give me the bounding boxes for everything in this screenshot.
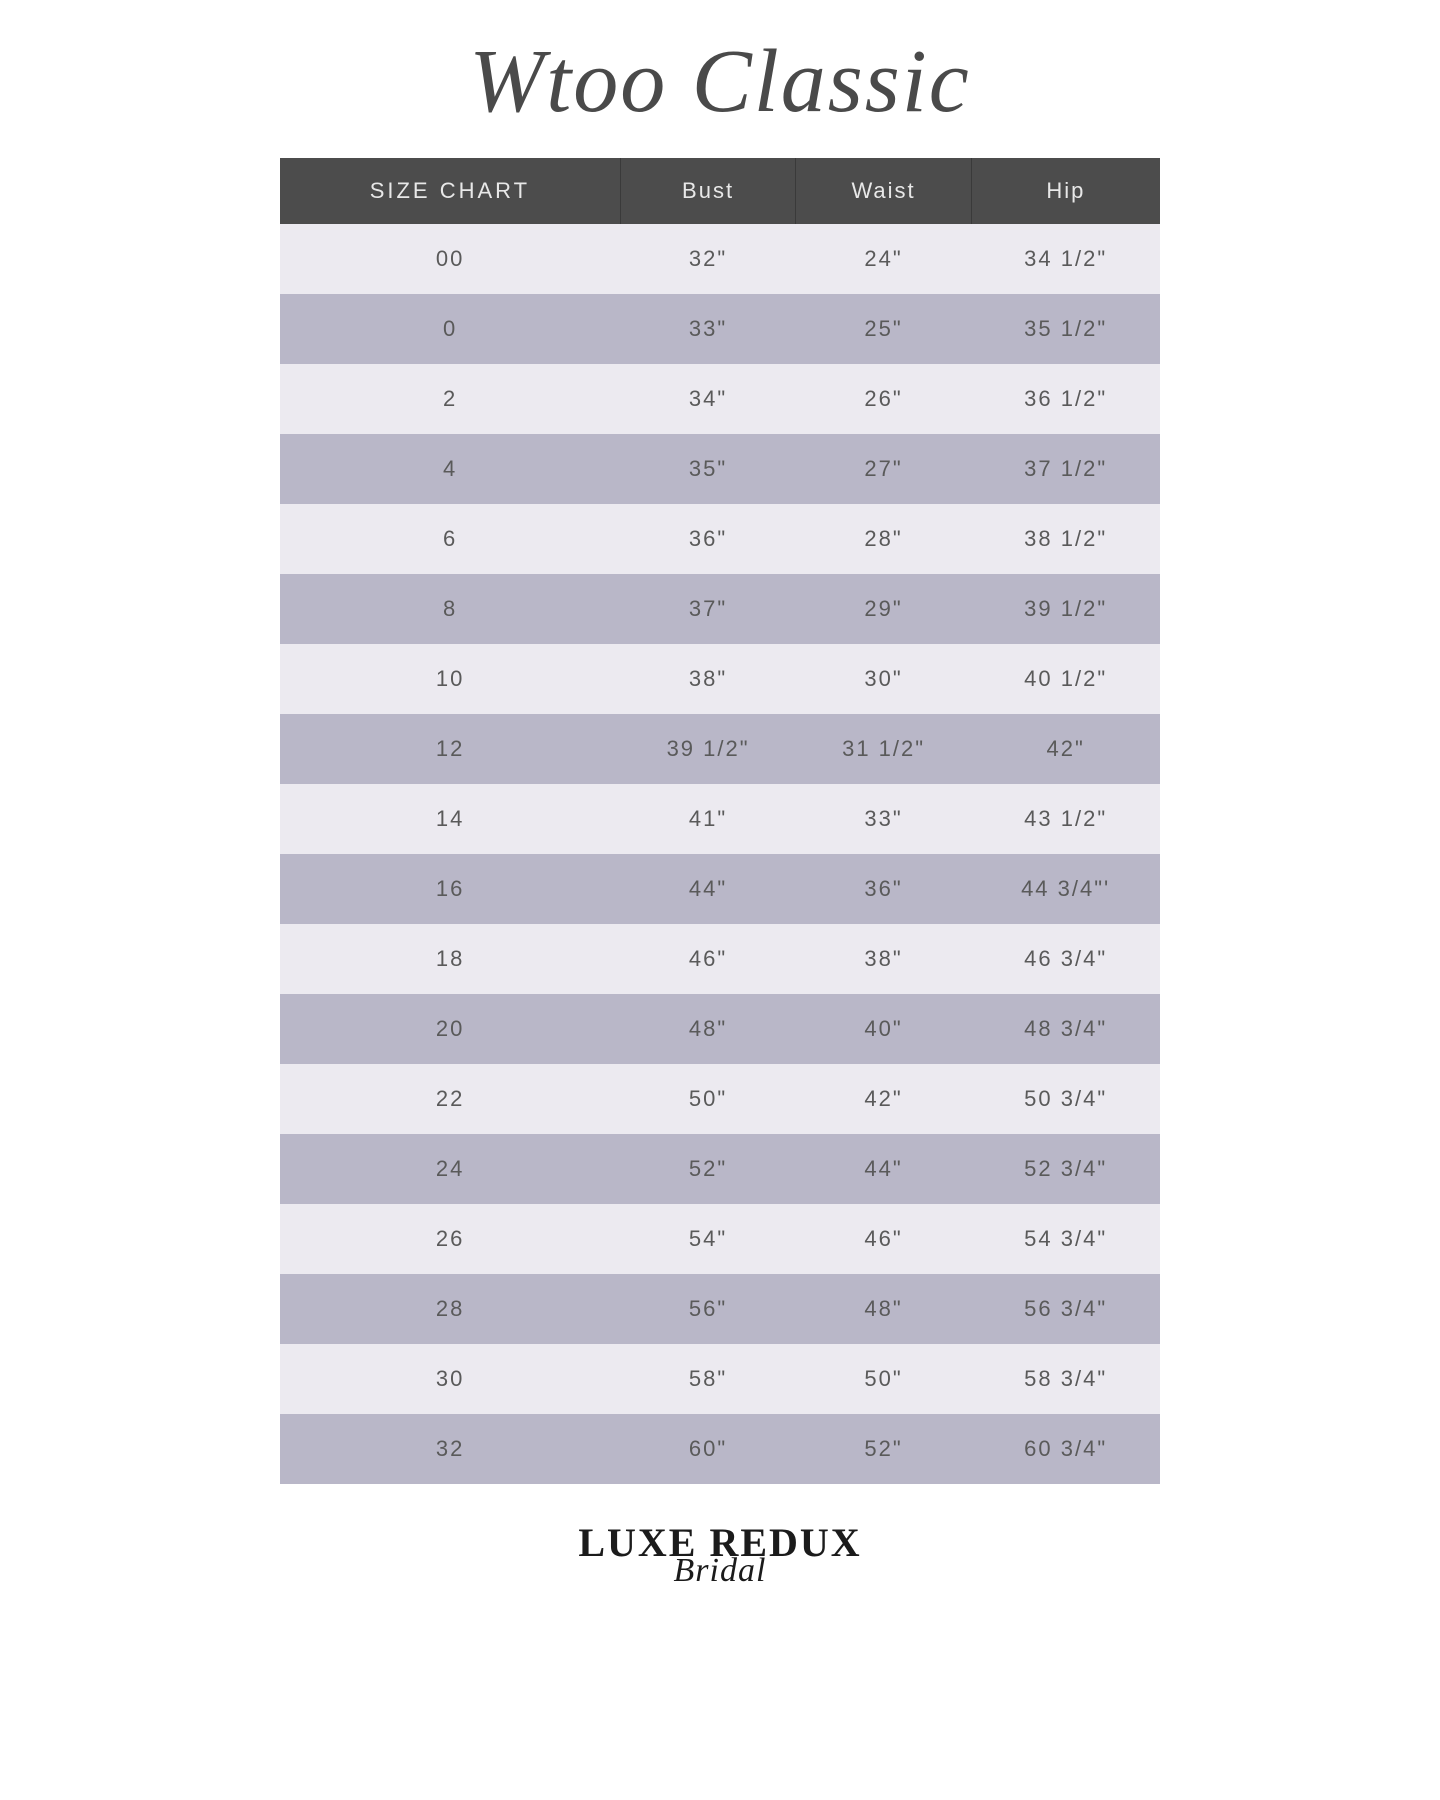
table-cell: 34": [620, 364, 796, 434]
col-waist: Waist: [796, 158, 972, 224]
table-cell: 50": [796, 1344, 972, 1414]
table-cell: 24": [796, 224, 972, 294]
table-cell: 46": [796, 1204, 972, 1274]
table-row: 435"27"37 1/2": [280, 434, 1160, 504]
table-row: 2048"40"48 3/4": [280, 994, 1160, 1064]
table-cell: 28: [280, 1274, 620, 1344]
table-cell: 42": [971, 714, 1160, 784]
table-cell: 52": [620, 1134, 796, 1204]
table-row: 837"29"39 1/2": [280, 574, 1160, 644]
table-cell: 35": [620, 434, 796, 504]
table-cell: 35 1/2": [971, 294, 1160, 364]
table-row: 3260"52"60 3/4": [280, 1414, 1160, 1484]
table-cell: 38 1/2": [971, 504, 1160, 574]
table-cell: 52 3/4": [971, 1134, 1160, 1204]
table-cell: 38": [796, 924, 972, 994]
table-row: 636"28"38 1/2": [280, 504, 1160, 574]
table-cell: 44 3/4"': [971, 854, 1160, 924]
table-cell: 50": [620, 1064, 796, 1134]
table-row: 033"25"35 1/2": [280, 294, 1160, 364]
table-cell: 2: [280, 364, 620, 434]
table-cell: 40 1/2": [971, 644, 1160, 714]
table-cell: 6: [280, 504, 620, 574]
table-row: 1846"38"46 3/4": [280, 924, 1160, 994]
table-cell: 36": [796, 854, 972, 924]
table-cell: 37 1/2": [971, 434, 1160, 504]
table-row: 1239 1/2"31 1/2"42": [280, 714, 1160, 784]
col-hip: Hip: [971, 158, 1160, 224]
table-cell: 10: [280, 644, 620, 714]
table-cell: 38": [620, 644, 796, 714]
table-cell: 16: [280, 854, 620, 924]
table-cell: 54": [620, 1204, 796, 1274]
table-cell: 36 1/2": [971, 364, 1160, 434]
table-cell: 48": [620, 994, 796, 1064]
page-title: Wtoo Classic: [469, 30, 971, 133]
table-cell: 43 1/2": [971, 784, 1160, 854]
table-cell: 37": [620, 574, 796, 644]
table-cell: 33": [796, 784, 972, 854]
table-cell: 60": [620, 1414, 796, 1484]
table-cell: 40": [796, 994, 972, 1064]
table-cell: 8: [280, 574, 620, 644]
table-cell: 33": [620, 294, 796, 364]
table-cell: 29": [796, 574, 972, 644]
table-cell: 58 3/4": [971, 1344, 1160, 1414]
table-cell: 48": [796, 1274, 972, 1344]
table-cell: 32: [280, 1414, 620, 1484]
table-row: 1038"30"40 1/2": [280, 644, 1160, 714]
table-cell: 36": [620, 504, 796, 574]
table-cell: 50 3/4": [971, 1064, 1160, 1134]
table-cell: 31 1/2": [796, 714, 972, 784]
table-row: 1441"33"43 1/2": [280, 784, 1160, 854]
col-size: SIZE CHART: [280, 158, 620, 224]
table-cell: 18: [280, 924, 620, 994]
table-cell: 0: [280, 294, 620, 364]
table-row: 2654"46"54 3/4": [280, 1204, 1160, 1274]
table-cell: 54 3/4": [971, 1204, 1160, 1274]
table-cell: 56 3/4": [971, 1274, 1160, 1344]
table-header-row: SIZE CHART Bust Waist Hip: [280, 158, 1160, 224]
table-cell: 12: [280, 714, 620, 784]
table-cell: 24: [280, 1134, 620, 1204]
table-cell: 20: [280, 994, 620, 1064]
table-row: 1644"36"44 3/4"': [280, 854, 1160, 924]
table-cell: 42": [796, 1064, 972, 1134]
table-row: 2452"44"52 3/4": [280, 1134, 1160, 1204]
table-cell: 46 3/4": [971, 924, 1160, 994]
table-cell: 22: [280, 1064, 620, 1134]
col-bust: Bust: [620, 158, 796, 224]
table-cell: 52": [796, 1414, 972, 1484]
table-row: 234"26"36 1/2": [280, 364, 1160, 434]
table-cell: 58": [620, 1344, 796, 1414]
table-cell: 48 3/4": [971, 994, 1160, 1064]
table-cell: 26: [280, 1204, 620, 1274]
table-cell: 39 1/2": [971, 574, 1160, 644]
table-cell: 56": [620, 1274, 796, 1344]
footer-logo: LUXE REDUX Bridal: [578, 1519, 861, 1590]
table-cell: 44": [796, 1134, 972, 1204]
table-cell: 32": [620, 224, 796, 294]
table-cell: 27": [796, 434, 972, 504]
table-row: 3058"50"58 3/4": [280, 1344, 1160, 1414]
table-cell: 25": [796, 294, 972, 364]
table-row: 2250"42"50 3/4": [280, 1064, 1160, 1134]
table-cell: 14: [280, 784, 620, 854]
table-cell: 26": [796, 364, 972, 434]
table-cell: 41": [620, 784, 796, 854]
size-chart-table: SIZE CHART Bust Waist Hip 0032"24"34 1/2…: [280, 158, 1160, 1484]
table-cell: 28": [796, 504, 972, 574]
table-cell: 4: [280, 434, 620, 504]
table-cell: 34 1/2": [971, 224, 1160, 294]
table-cell: 39 1/2": [620, 714, 796, 784]
table-row: 2856"48"56 3/4": [280, 1274, 1160, 1344]
table-row: 0032"24"34 1/2": [280, 224, 1160, 294]
table-cell: 44": [620, 854, 796, 924]
table-cell: 30: [280, 1344, 620, 1414]
table-cell: 60 3/4": [971, 1414, 1160, 1484]
table-cell: 30": [796, 644, 972, 714]
table-cell: 46": [620, 924, 796, 994]
table-cell: 00: [280, 224, 620, 294]
